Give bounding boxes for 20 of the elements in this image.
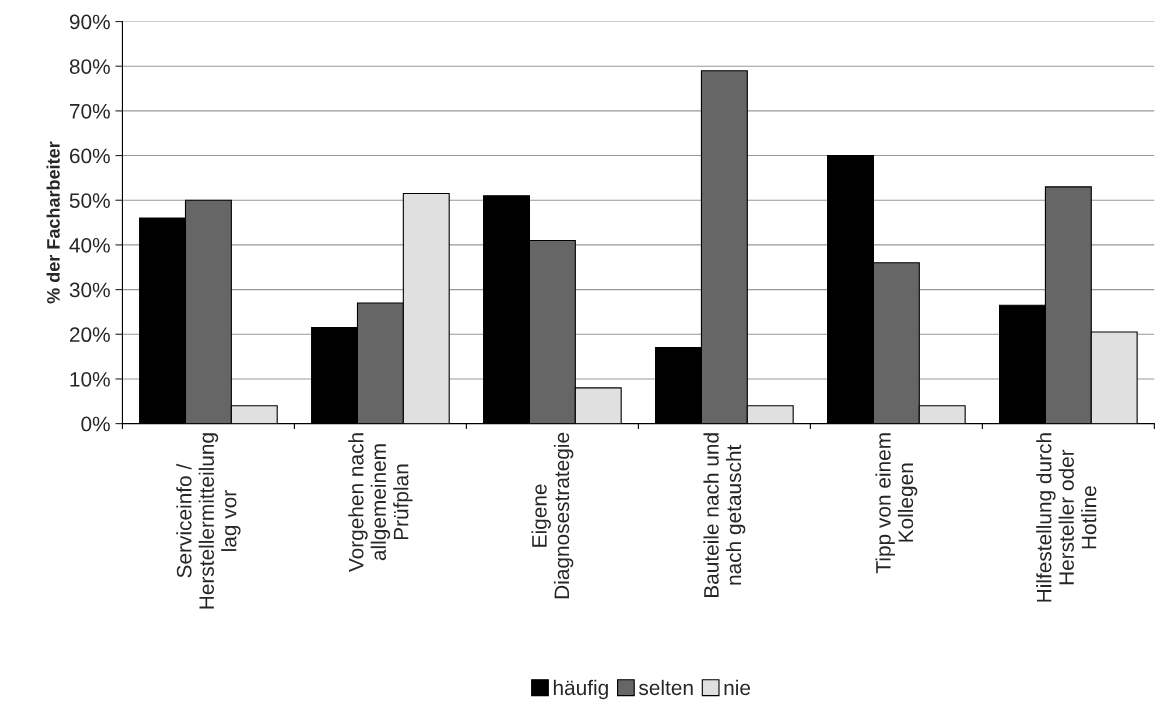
x-tick-label: Vorgehen nach allgemeinem Prüfplan [348, 433, 413, 573]
y-tick-label: 30% [69, 282, 110, 298]
y-tick-label: 50% [69, 193, 110, 208]
x-tick-label: Hilfestellung durch Hersteller oder Hotline [1036, 433, 1097, 602]
legend-label: nie [724, 679, 751, 696]
y-tick-label: 0% [81, 416, 110, 432]
y-tick-label: 80% [69, 59, 110, 74]
y-tick-label: 60% [69, 148, 110, 164]
y-tick-label: 10% [70, 371, 110, 387]
x-tick-label: Tipp von einem Kollegen [875, 433, 918, 574]
x-tick-label: Eigene Diagnosestrategie [531, 432, 574, 599]
y-tick-label: 20% [69, 327, 110, 343]
y-tick-label: 40% [69, 237, 110, 253]
y-tick-label: 90% [69, 14, 110, 30]
y-axis-title: % der Facharbeiter [46, 141, 60, 304]
x-tick-label: Bauteile nach und nach getauscht [703, 433, 746, 598]
legend-label: häufig [553, 679, 608, 700]
legend-label: selten [638, 679, 693, 696]
y-tick-label: 70% [70, 103, 110, 119]
x-tick-label: Serviceinfo / Herstellermitteilung lag vor [176, 433, 241, 609]
